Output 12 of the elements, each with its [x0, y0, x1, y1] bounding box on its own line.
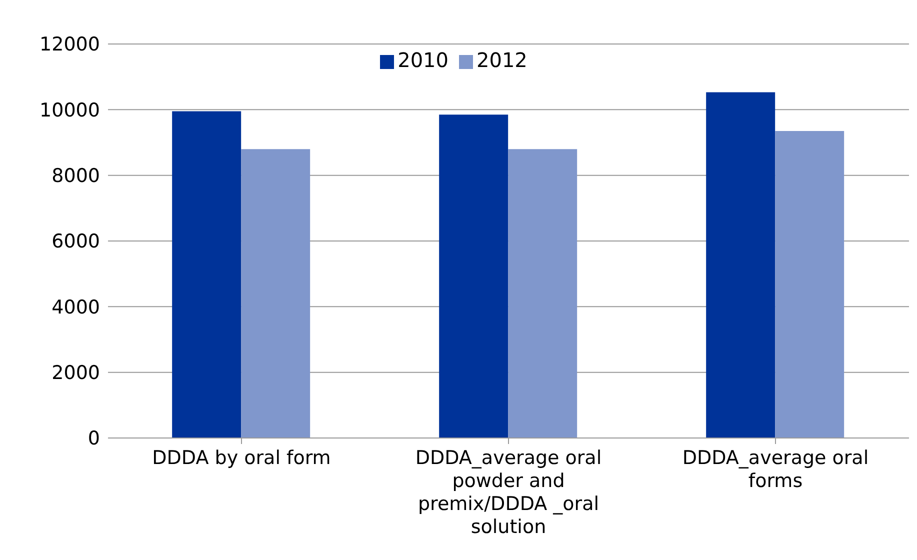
legend-label: 2012: [476, 48, 528, 72]
y-tick-label: 4000: [52, 296, 100, 318]
y-tick-label: 10000: [40, 99, 100, 122]
x-tick-label: DDDA_average oral forms: [682, 447, 869, 492]
y-tick-label: 12000: [40, 34, 100, 56]
legend-label: 2010: [398, 48, 448, 72]
y-tick-label: 2000: [52, 362, 100, 384]
y-tick-label: 6000: [52, 230, 100, 253]
x-tick-label: DDDA by oral form: [152, 447, 331, 469]
y-tick-label: 0: [88, 428, 100, 450]
y-tick-label: 8000: [52, 165, 100, 188]
x-tick-label: DDDA_average oral powder and premix/DDDA _oral solution: [415, 447, 602, 538]
